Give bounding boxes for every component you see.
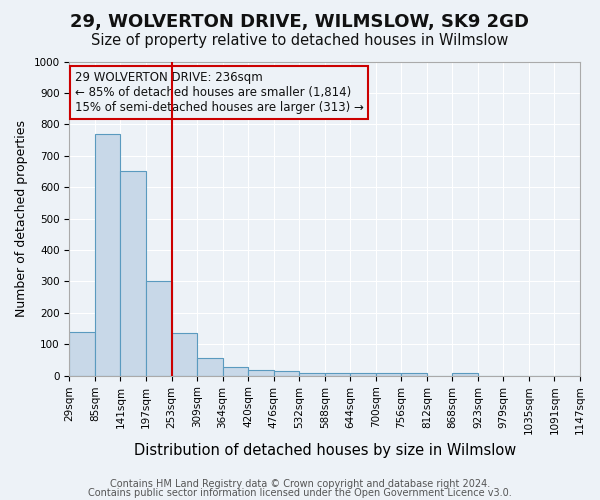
Text: 29 WOLVERTON DRIVE: 236sqm
← 85% of detached houses are smaller (1,814)
15% of s: 29 WOLVERTON DRIVE: 236sqm ← 85% of deta… [74, 71, 364, 114]
Bar [274, 371, 299, 376]
Bar [299, 372, 325, 376]
Bar [172, 334, 197, 376]
Bar [248, 370, 274, 376]
Y-axis label: Number of detached properties: Number of detached properties [15, 120, 28, 317]
Bar [197, 358, 223, 376]
X-axis label: Distribution of detached houses by size in Wilmslow: Distribution of detached houses by size … [134, 442, 516, 458]
Bar [350, 372, 376, 376]
Text: Contains HM Land Registry data © Crown copyright and database right 2024.: Contains HM Land Registry data © Crown c… [110, 479, 490, 489]
Bar [70, 332, 95, 376]
Text: Contains public sector information licensed under the Open Government Licence v3: Contains public sector information licen… [88, 488, 512, 498]
Bar [452, 372, 478, 376]
Bar [376, 373, 401, 376]
Bar [223, 367, 248, 376]
Bar [401, 373, 427, 376]
Bar [325, 373, 350, 376]
Text: Size of property relative to detached houses in Wilmslow: Size of property relative to detached ho… [91, 32, 509, 48]
Bar [121, 172, 146, 376]
Bar [146, 282, 172, 376]
Text: 29, WOLVERTON DRIVE, WILMSLOW, SK9 2GD: 29, WOLVERTON DRIVE, WILMSLOW, SK9 2GD [71, 12, 530, 30]
Bar [95, 134, 121, 376]
